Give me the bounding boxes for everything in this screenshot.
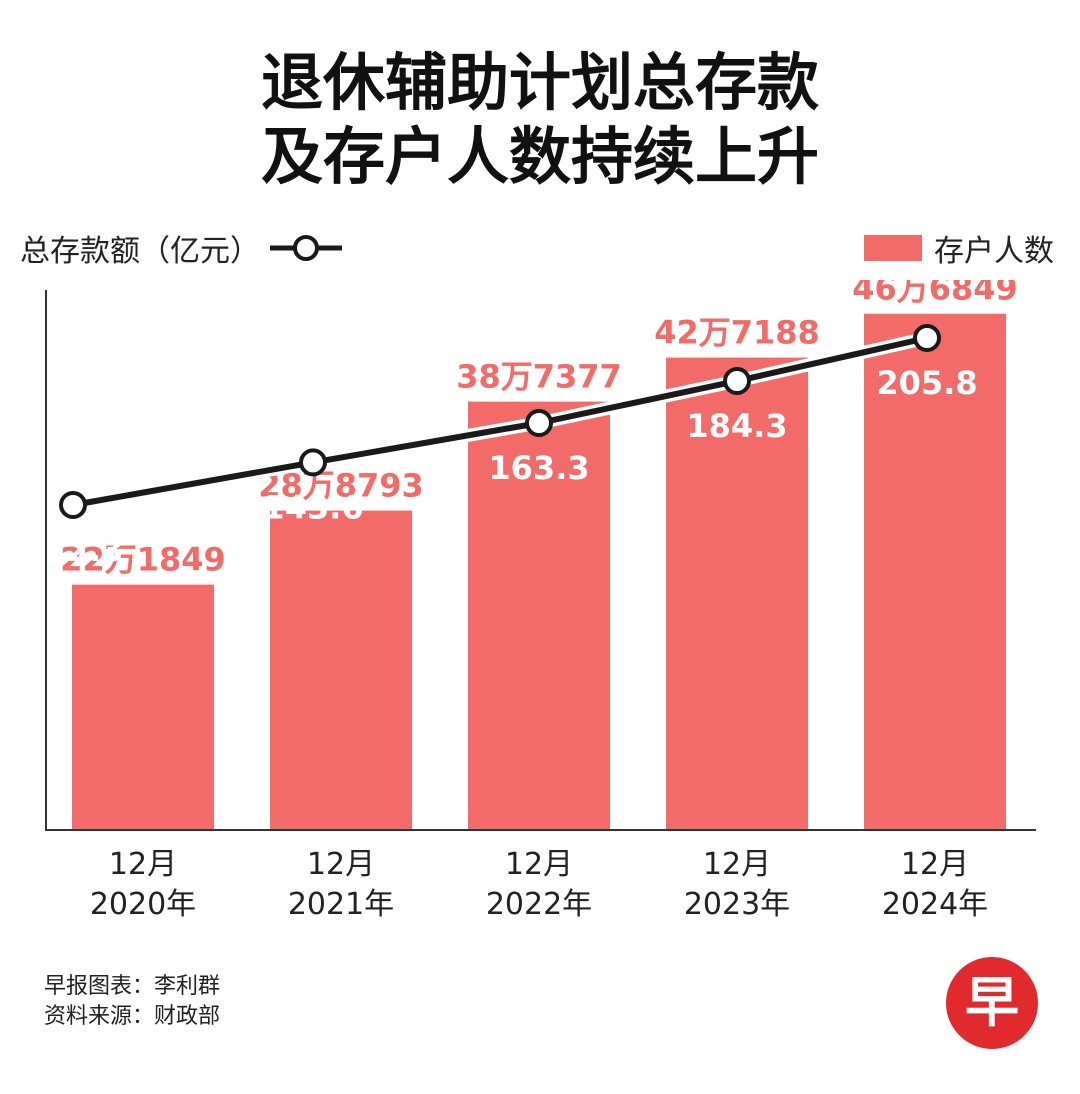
bar-4	[864, 313, 1006, 831]
bar-value-label-2: 38万7377	[456, 358, 622, 396]
chart-title-line-1: 退休辅助计划总存款	[260, 46, 819, 119]
zaobao-logo-icon: 早	[946, 957, 1038, 1049]
bar-legend-label: 存户人数	[934, 234, 1054, 269]
line-point-0	[59, 491, 87, 519]
line-value-label-2: 163.3	[488, 449, 589, 487]
line-legend: 总存款额（亿元）	[20, 226, 344, 270]
line-value-label-4: 205.8	[876, 364, 977, 402]
line-legend-label: 总存款额（亿元）	[20, 234, 260, 269]
bar-3	[666, 357, 808, 830]
x-tick-year-0: 2020年	[90, 887, 196, 922]
credit-source: 资料来源：财政部	[44, 1004, 221, 1029]
bar-legend: 存户人数	[864, 226, 1054, 270]
bar-value-label-0: 22万1849	[60, 541, 226, 579]
x-tick-year-1: 2021年	[288, 887, 394, 922]
line-point-3	[723, 367, 751, 395]
x-tick-month-3: 12月	[703, 847, 771, 882]
credits: 早报图表：李利群 资料来源：财政部	[44, 972, 220, 1032]
x-tick-month-2: 12月	[505, 847, 573, 882]
x-tick-month-0: 12月	[109, 847, 177, 882]
line-point-1	[299, 448, 327, 477]
bar-2	[468, 401, 610, 830]
line-legend-marker-icon	[270, 235, 342, 261]
line-value-label-0: 122.3	[22, 531, 123, 569]
bar-value-label-3: 42万7188	[654, 314, 820, 352]
chart-title: 退休辅助计划总存款 及存户人数持续上升	[0, 46, 1080, 194]
combo-chart: 22万184928万879338万737742万718846万6849122.3…	[22, 280, 1036, 922]
line-point-2	[525, 409, 553, 437]
x-tick-month-1: 12月	[307, 847, 375, 882]
x-tick-year-4: 2024年	[882, 887, 988, 922]
bar-1	[270, 510, 412, 830]
credit-graphic: 早报图表：李利群	[44, 974, 221, 999]
line-value-label-3: 184.3	[686, 407, 787, 445]
line-point-4	[913, 324, 941, 352]
logo-glyph: 早	[965, 971, 1019, 1034]
line-value-label-1: 143.6	[262, 488, 363, 526]
x-tick-year-2: 2022年	[486, 887, 592, 922]
bar-value-label-4: 46万6849	[852, 280, 1018, 308]
chart-title-line-2: 及存户人数持续上升	[260, 120, 819, 193]
x-tick-month-4: 12月	[901, 847, 969, 882]
x-tick-year-3: 2023年	[684, 887, 790, 922]
bar-0	[72, 584, 214, 830]
bar-legend-swatch	[864, 235, 922, 261]
